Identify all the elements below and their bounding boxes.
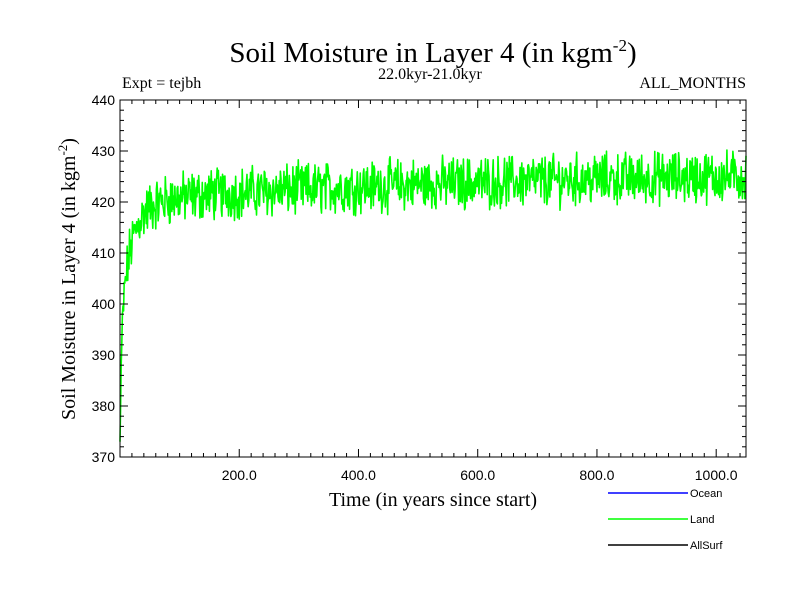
y-tick-label: 370 [92, 449, 116, 465]
series-line-land [119, 149, 747, 442]
plot-area [119, 149, 747, 442]
x-tick-label: 200.0 [222, 467, 257, 483]
y-tick-label: 380 [92, 398, 116, 414]
y-tick-label: 430 [92, 143, 116, 159]
x-tick-label: 800.0 [579, 467, 614, 483]
y-tick-label: 440 [92, 92, 116, 108]
chart-title: Soil Moisture in Layer 4 (in kgm-2) [229, 36, 636, 69]
y-tick-label: 410 [92, 245, 116, 261]
axes: 370 380 390 400 410 420 430 440 200.0 400.0 600.0 8… [92, 92, 747, 483]
legend-label-allsurf: AllSurf [690, 540, 723, 552]
legend-label-land: Land [690, 514, 714, 526]
x-tick-label: 600.0 [460, 467, 495, 483]
y-axis-label: Soil Moisture in Layer 4 (in kgm-2) [55, 138, 80, 420]
y-tick-label: 420 [92, 194, 116, 210]
y-tick-label: 390 [92, 347, 116, 363]
experiment-label: Expt = tejbh [122, 75, 201, 92]
plot-frame [119, 99, 747, 458]
x-axis-label: Time (in years since start) [329, 489, 537, 511]
x-tick-label: 1000.0 [695, 467, 738, 483]
legend: Ocean Land AllSurf [608, 488, 723, 552]
legend-label-ocean: Ocean [690, 488, 722, 500]
chart-subtitle: 22.0kyr-21.0kyr [378, 66, 482, 83]
y-tick-label: 400 [92, 296, 116, 312]
months-label: ALL_MONTHS [639, 75, 746, 92]
x-tick-label: 400.0 [341, 467, 376, 483]
